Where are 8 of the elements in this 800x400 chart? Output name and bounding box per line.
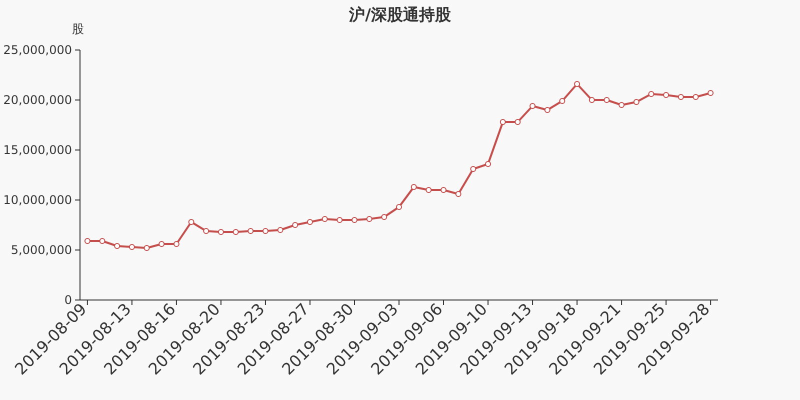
y-axis-title: 股: [72, 22, 84, 36]
chart-title: 沪/深股通持股: [348, 5, 452, 24]
y-tick-label: 25,000,000: [3, 43, 72, 57]
y-tick-label: 5,000,000: [10, 243, 72, 257]
y-tick-label: 15,000,000: [3, 143, 72, 157]
y-tick-label: 20,000,000: [3, 93, 72, 107]
y-tick-label: 10,000,000: [3, 193, 72, 207]
y-tick-label: 0: [64, 293, 72, 307]
